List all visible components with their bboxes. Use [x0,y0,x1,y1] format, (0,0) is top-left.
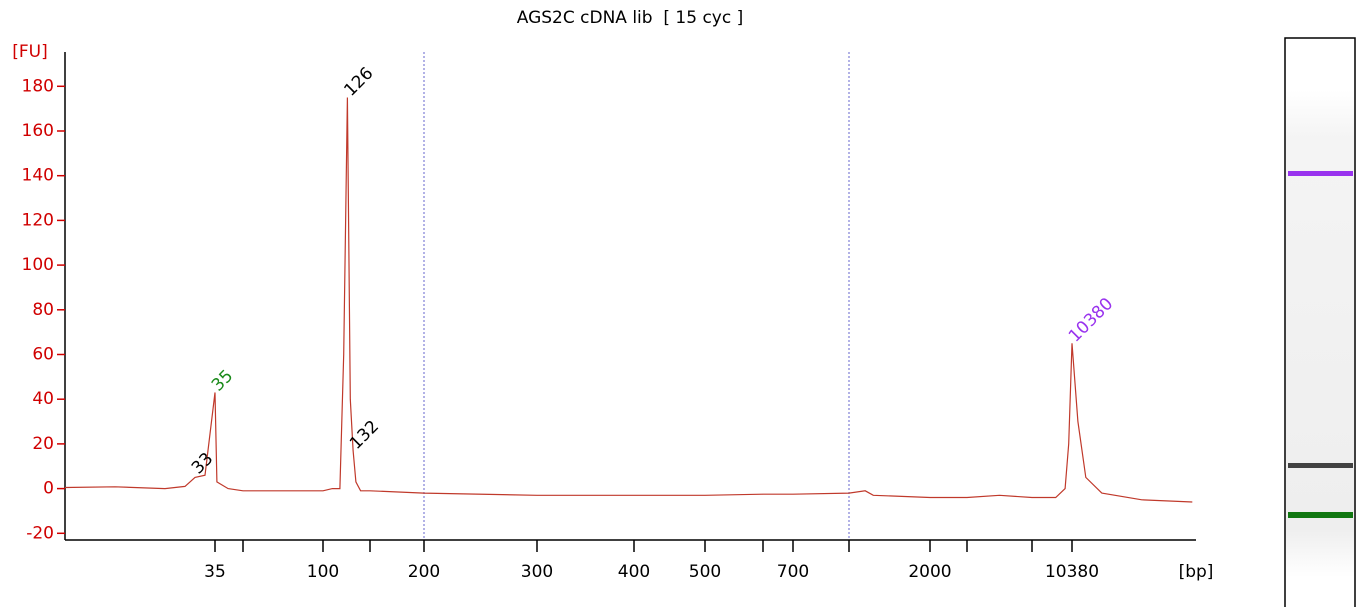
trace-line [64,97,1193,503]
peak-label: 33 [188,449,217,478]
y-tick-label: -20 [26,523,54,543]
x-tick-label: 2000 [908,562,951,582]
y-tick-label: 20 [32,434,54,454]
x-tick-label: 700 [777,562,809,582]
x-tick-label: 100 [307,562,339,582]
y-tick-label: 80 [32,300,54,320]
peak-label: 35 [208,366,237,395]
y-tick-label: 40 [32,389,54,409]
y-tick-label: 160 [22,121,54,141]
x-tick-label: 500 [689,562,721,582]
y-tick-label: 0 [43,479,54,499]
x-tick-label: 400 [618,562,650,582]
x-tick-label: 300 [521,562,553,582]
lower-marker-band [1288,512,1353,518]
x-tick-label: 35 [204,562,226,582]
x-axis-label: [bp] [1179,562,1214,582]
chart-title: AGS2C cDNA lib [ 15 cyc ] [517,8,743,28]
y-tick-label: 60 [32,344,54,364]
y-tick-label: 120 [22,210,54,230]
peak-label: 10380 [1065,294,1117,346]
x-tick-label: 10380 [1045,562,1099,582]
sample-band [1288,463,1353,468]
peak-label: 126 [340,63,377,100]
y-tick-label: 100 [22,255,54,275]
x-tick-label: 200 [408,562,440,582]
y-axis-label: [FU] [12,42,48,62]
gel-lane [1284,37,1356,607]
y-tick-label: 180 [22,76,54,96]
y-tick-label: 140 [22,166,54,186]
upper-marker-band [1288,171,1353,176]
lane-background [1286,90,1354,577]
